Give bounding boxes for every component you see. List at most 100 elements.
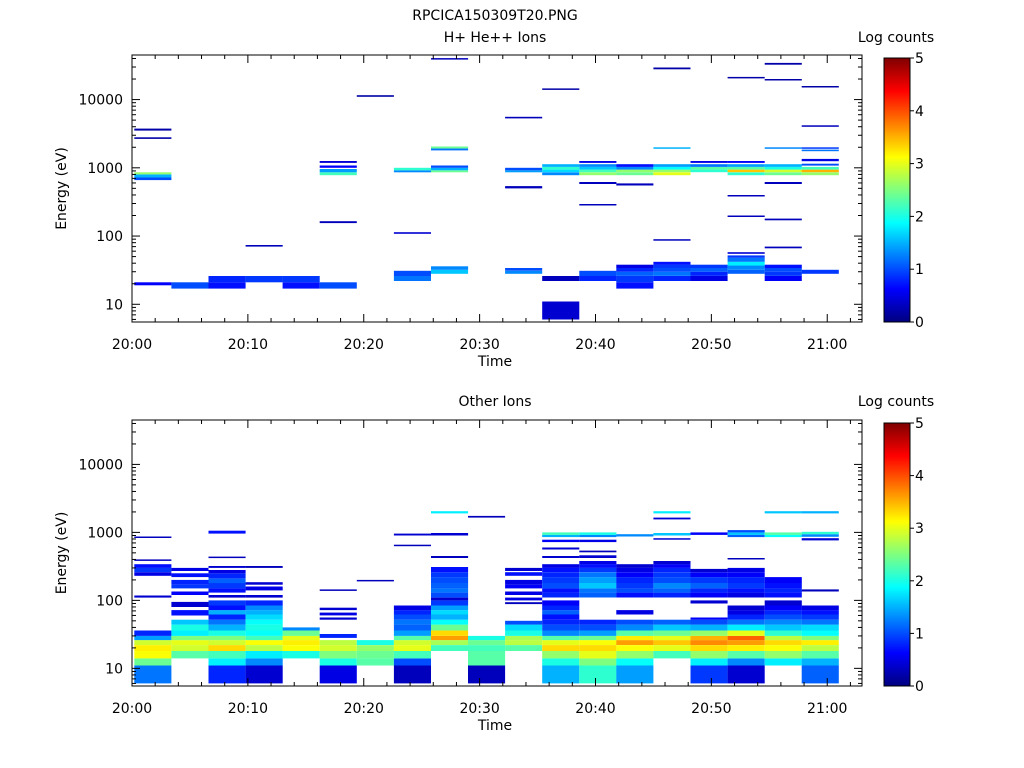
- heatmap-cell: [764, 600, 802, 606]
- heatmap-cell: [393, 619, 431, 625]
- heatmap-cell: [134, 645, 172, 651]
- heatmap-cell: [542, 172, 580, 176]
- heatmap-cell: [505, 186, 543, 189]
- heatmap-cell: [727, 257, 765, 262]
- heatmap-cell: [505, 602, 543, 605]
- heatmap-cell: [468, 640, 506, 645]
- heatmap-cell: [505, 645, 543, 651]
- heatmap-cell: [542, 588, 580, 593]
- colorbar-tick-label: 5: [915, 416, 924, 432]
- heatmap-cell: [208, 600, 246, 606]
- heatmap-cell: [245, 276, 283, 283]
- heatmap-cell: [801, 630, 839, 636]
- y-axis-label: Energy (eV): [54, 512, 70, 595]
- heatmap-cell: [653, 592, 691, 598]
- heatmap-cell: [727, 658, 765, 666]
- heatmap-cell: [245, 635, 283, 641]
- heatmap-cell: [579, 270, 617, 276]
- heatmap-cell: [468, 645, 506, 651]
- heatmap-cell: [616, 577, 654, 583]
- heatmap-cell: [431, 619, 469, 625]
- heatmap-cell: [764, 635, 802, 641]
- heatmap-cell: [431, 597, 469, 601]
- heatmap-cell: [245, 619, 283, 625]
- colorbar-tick-label: 3: [915, 521, 924, 537]
- heatmap-cell: [653, 619, 691, 625]
- y-tick-label: 100: [96, 593, 123, 609]
- heatmap-cell: [393, 232, 431, 234]
- heatmap-cell: [727, 534, 765, 538]
- heatmap-cell: [764, 614, 802, 620]
- heatmap-cell: [431, 567, 469, 573]
- heatmap-cell: [801, 531, 839, 535]
- heatmap-cell: [801, 534, 839, 537]
- heatmap-cell: [727, 577, 765, 583]
- heatmap-cell: [727, 265, 765, 270]
- heatmap-cell: [282, 645, 320, 651]
- heatmap-cell: [134, 172, 172, 175]
- heatmap-cell: [542, 645, 580, 651]
- heatmap-cell: [282, 640, 320, 645]
- heatmap-cell: [134, 630, 172, 636]
- heatmap-cell: [616, 264, 654, 268]
- heatmap-cell: [319, 165, 357, 168]
- heatmap-cell: [764, 577, 802, 583]
- heatmap-cell: [616, 624, 654, 631]
- heatmap-cell: [616, 640, 654, 645]
- heatmap-cell: [579, 532, 617, 535]
- heatmap-cell: [208, 276, 246, 283]
- heatmap-cells: [134, 511, 839, 684]
- heatmap-cell: [579, 619, 617, 625]
- y-axis: 10 100 1000 10000: [78, 57, 862, 320]
- heatmap-cell: [208, 573, 246, 579]
- heatmap-cell: [690, 617, 728, 620]
- heatmap-cell: [764, 79, 802, 81]
- heatmap-cell: [282, 651, 320, 659]
- heatmap-cell: [653, 276, 691, 281]
- heatmap-cell: [579, 635, 617, 641]
- heatmap-cell: [505, 597, 543, 601]
- y-axis: 10 100 1000 10000: [78, 422, 862, 684]
- heatmap-cell: [542, 577, 580, 583]
- heatmap-cell: [319, 645, 357, 651]
- heatmap-cell: [542, 600, 580, 606]
- heatmap-cell: [801, 610, 839, 615]
- heatmap-cell: [727, 624, 765, 631]
- heatmap-cell: [764, 592, 802, 598]
- heatmap-cell: [208, 595, 246, 598]
- heatmap-cell: [171, 601, 209, 607]
- heatmap-cell: [505, 268, 543, 271]
- heatmap-cell: [653, 511, 691, 514]
- heatmap-cell: [542, 651, 580, 659]
- heatmap-cell: [764, 588, 802, 593]
- heatmap-cell: [690, 665, 728, 684]
- heatmap-cell: [616, 166, 654, 170]
- heatmap-cell: [134, 559, 172, 561]
- heatmap-cell: [727, 255, 765, 258]
- heatmap-cell: [431, 266, 469, 270]
- heatmap-cell: [319, 172, 357, 176]
- y-tick-label: 10000: [78, 457, 123, 473]
- heatmap-cell: [468, 635, 506, 641]
- heatmap-cell: [727, 665, 765, 684]
- heatmap-cell: [727, 572, 765, 578]
- heatmap-cell: [579, 555, 617, 558]
- heatmap-cell: [727, 161, 765, 163]
- heatmap-cell: [727, 640, 765, 645]
- colorbar-tick-label: 5: [915, 51, 924, 67]
- heatmap-cell: [653, 164, 691, 167]
- colorbar-tick-label: 0: [915, 315, 924, 331]
- heatmap-cell: [727, 558, 765, 560]
- heatmap-cell: [801, 658, 839, 666]
- heatmap-cell: [208, 658, 246, 666]
- heatmap-cell: [579, 577, 617, 583]
- heatmap-cell: [801, 172, 839, 176]
- heatmap-cell: [727, 592, 765, 598]
- heatmap-cell: [542, 539, 580, 543]
- heatmap-cell: [690, 588, 728, 593]
- heatmap-cell: [764, 218, 802, 221]
- heatmap-cell: [356, 640, 394, 645]
- heatmap-cell: [319, 161, 357, 163]
- heatmap-cell: [653, 538, 691, 540]
